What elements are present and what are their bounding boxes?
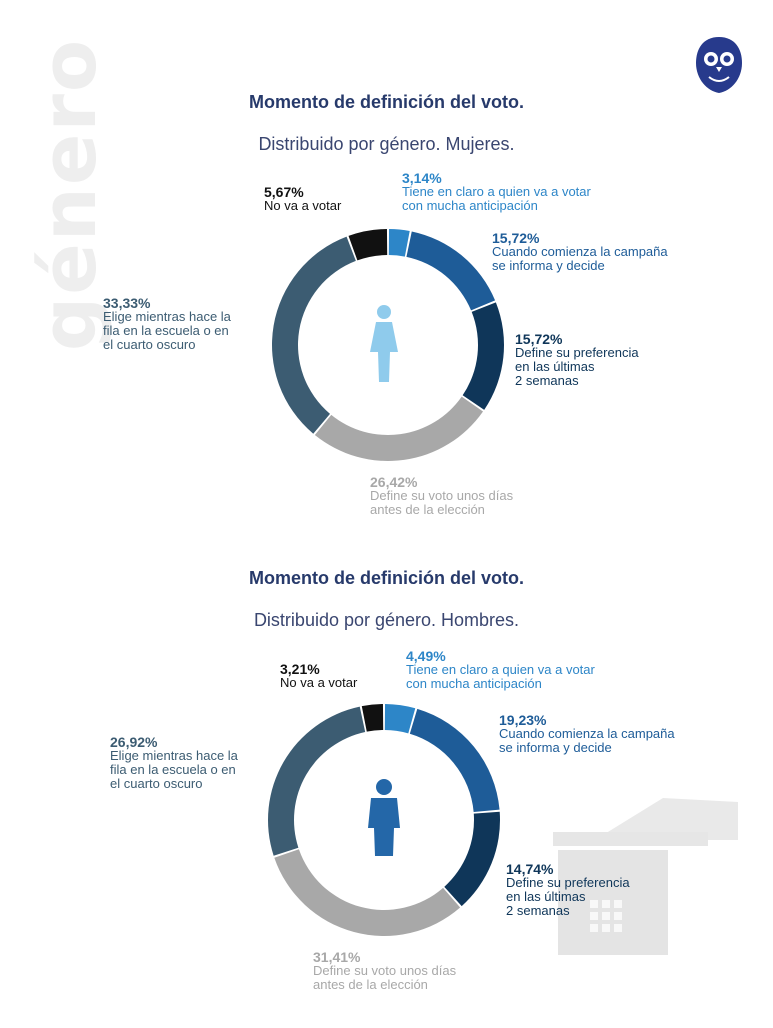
label-percent: 26,42%	[370, 474, 418, 490]
label-text: Define su voto unos días antes de la ele…	[313, 963, 457, 992]
label-percent: 3,21%	[280, 661, 320, 677]
ballot-box-icon	[553, 798, 738, 955]
label-text: Define su preferencia en las últimas 2 s…	[515, 345, 639, 388]
donut-slice-4	[314, 396, 484, 461]
chart-subtitle-women: Distribuido por género. Mujeres.	[258, 134, 515, 154]
donut-chart-men	[268, 704, 500, 936]
label-text: Cuando comienza la campaña se informa y …	[499, 726, 675, 755]
donut-slice-6	[348, 229, 388, 261]
label-text: Elige mientras hace la fila en la escuel…	[103, 309, 231, 352]
label-text: Elige mientras hace la fila en la escuel…	[110, 748, 238, 791]
chart-subtitle-men: Distribuido por género. Hombres.	[253, 610, 520, 630]
donut-slice-3	[444, 811, 500, 907]
label-text: Define su preferencia en las últimas 2 s…	[506, 875, 630, 918]
label-m-1: 4,49% Tiene en claro a quien va a votar …	[406, 649, 595, 691]
label-m-5: 26,92% Elige mientras hace la fila en la…	[110, 735, 238, 791]
side-section-label: género	[24, 37, 114, 352]
label-percent: 3,14%	[402, 170, 442, 186]
label-text: No va a votar	[280, 675, 358, 690]
label-m-6: 3,21% No va a votar	[280, 662, 357, 690]
chart-title-men: Momento de definición del voto.	[248, 568, 524, 588]
label-percent: 15,72%	[492, 230, 540, 246]
donut-slice-2	[409, 708, 500, 812]
donut-slice-6	[361, 704, 384, 732]
label-w-5: 33,33% Elige mientras hace la fila en la…	[103, 296, 231, 352]
chart-title-women: Momento de definición del voto.	[248, 92, 524, 112]
label-text: No va a votar	[264, 198, 342, 213]
label-w-6: 5,67% No va a votar	[264, 185, 341, 213]
label-w-2: 15,72% Cuando comienza la campaña se inf…	[492, 231, 668, 273]
donut-slice-1	[384, 704, 416, 734]
label-percent: 19,23%	[499, 712, 547, 728]
donut-slice-1	[388, 229, 410, 257]
label-percent: 31,41%	[313, 949, 361, 965]
label-text: Tiene en claro a quien va a votar con mu…	[406, 662, 595, 691]
label-text: Tiene en claro a quien va a votar con mu…	[402, 184, 591, 213]
label-w-4: 26,42% Define su voto unos días antes de…	[370, 475, 513, 517]
label-percent: 14,74%	[506, 861, 554, 877]
donut-slice-5	[268, 706, 366, 856]
donut-slice-4	[274, 849, 461, 936]
label-text: Cuando comienza la campaña se informa y …	[492, 244, 668, 273]
donut-slice-5	[272, 236, 356, 434]
donut-slice-2	[406, 231, 496, 311]
label-percent: 33,33%	[103, 295, 151, 311]
owl-logo-icon	[696, 37, 742, 93]
label-m-2: 19,23% Cuando comienza la campaña se inf…	[499, 713, 675, 755]
label-percent: 4,49%	[406, 648, 446, 664]
label-m-3: 14,74% Define su preferencia en las últi…	[506, 862, 630, 918]
label-w-3: 15,72% Define su preferencia en las últi…	[515, 332, 639, 388]
label-text: Define su voto unos días antes de la ele…	[370, 488, 514, 517]
label-percent: 26,92%	[110, 734, 158, 750]
donut-chart-women	[272, 229, 504, 461]
label-percent: 15,72%	[515, 331, 563, 347]
label-w-1: 3,14% Tiene en claro a quien va a votar …	[402, 171, 591, 213]
man-figure-icon	[368, 779, 400, 856]
woman-figure-icon	[370, 305, 398, 382]
label-percent: 5,67%	[264, 184, 304, 200]
donut-slice-3	[462, 302, 504, 410]
label-m-4: 31,41% Define su voto unos días antes de…	[313, 950, 456, 992]
